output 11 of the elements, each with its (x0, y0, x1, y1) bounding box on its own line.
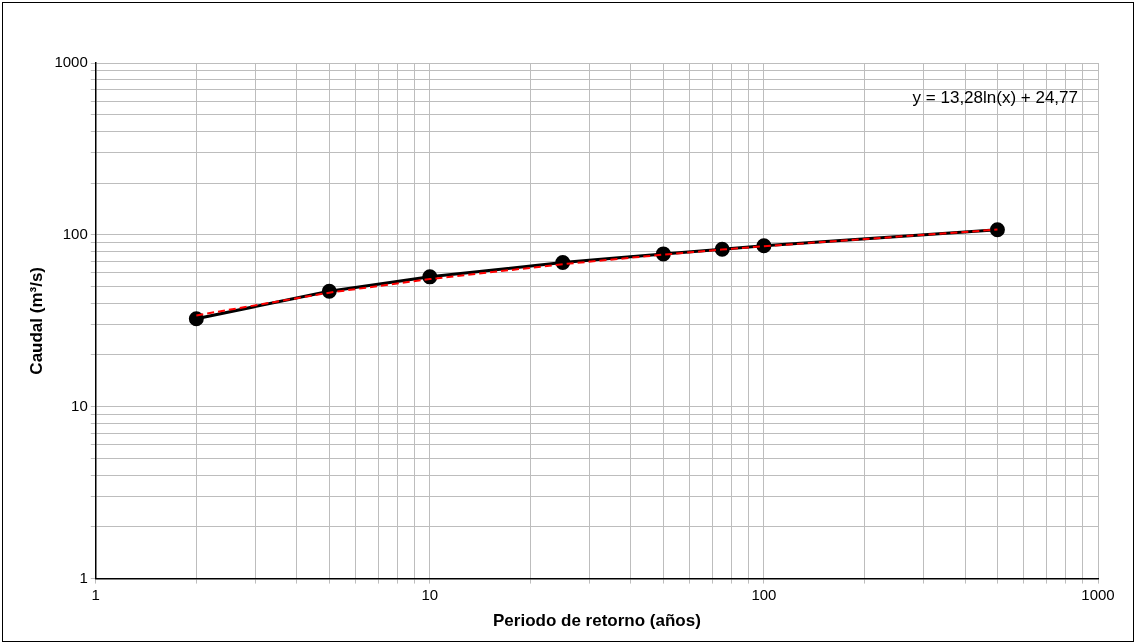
y-tick-label: 100 (62, 225, 88, 243)
y-tick-label: 10 (71, 396, 88, 414)
x-tick-label: 1000 (1081, 585, 1115, 603)
x-tick-label: 1 (91, 585, 100, 603)
annotation: y = 13,28ln(x) + 24,77 (912, 88, 1078, 107)
x-tick-label: 10 (421, 585, 439, 603)
y-axis-title: Caudal (m³/s) (26, 266, 46, 375)
y-tick-label: 1 (79, 568, 88, 586)
x-axis-title: Periodo de retorno (años) (492, 611, 701, 631)
y-tick-label: 1000 (54, 53, 88, 71)
x-tick-label: 100 (751, 585, 777, 603)
